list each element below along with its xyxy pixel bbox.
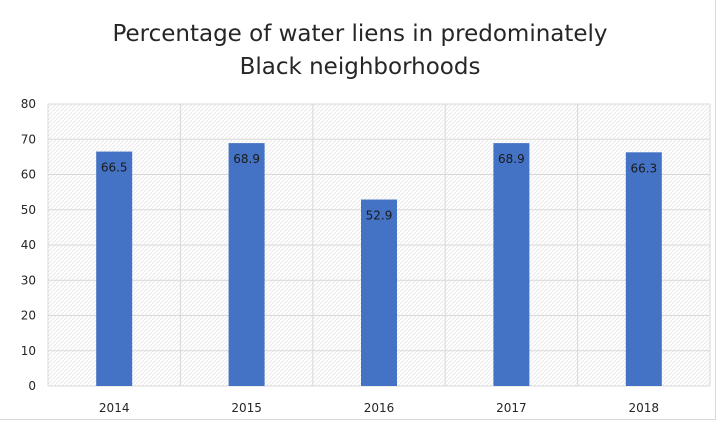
x-tick-label: 2017 [496, 401, 527, 415]
bar-2018 [625, 152, 662, 386]
x-tick-label: 2014 [99, 401, 130, 415]
data-label-2018: 66.3 [630, 161, 657, 175]
chart-title: Percentage of water liens in predominate… [112, 21, 608, 80]
data-label-2016: 52.9 [366, 209, 393, 223]
y-tick-label: 50 [21, 203, 36, 217]
y-tick-label: 10 [21, 344, 36, 358]
bar-2015 [228, 143, 265, 386]
data-label-2017: 68.9 [498, 152, 525, 166]
y-tick-label: 80 [21, 97, 36, 111]
x-tick-label: 2018 [629, 401, 660, 415]
bar-2017 [493, 143, 530, 386]
x-tick-label: 2015 [231, 401, 262, 415]
y-tick-label: 20 [21, 309, 36, 323]
bar-2016 [361, 199, 397, 386]
y-tick-label: 30 [21, 273, 36, 287]
x-tick-label: 2016 [364, 401, 395, 415]
data-label-2014: 66.5 [101, 161, 128, 175]
data-label-2015: 68.9 [233, 152, 260, 166]
y-tick-label: 70 [21, 132, 36, 146]
y-tick-label: 40 [21, 238, 36, 252]
bar-2014 [96, 151, 133, 386]
y-tick-label: 60 [21, 168, 36, 182]
y-tick-label: 0 [28, 379, 36, 393]
